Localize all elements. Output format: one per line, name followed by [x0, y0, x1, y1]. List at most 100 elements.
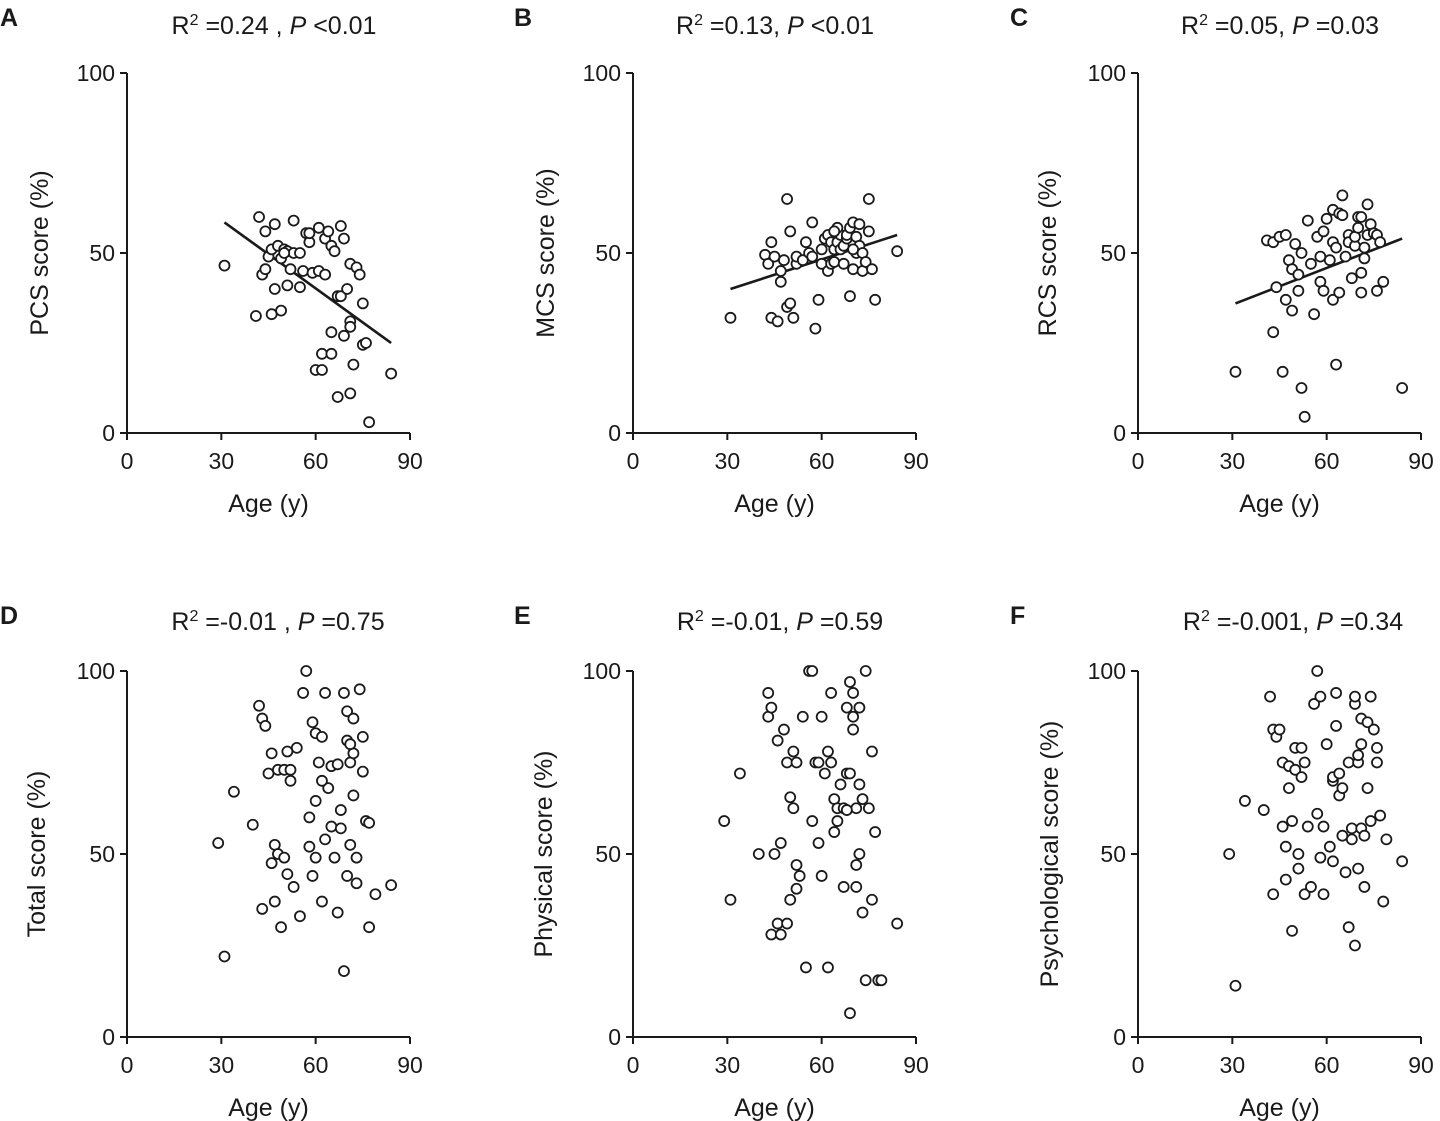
- data-point: [834, 778, 847, 791]
- data-point: [1301, 820, 1314, 833]
- data-point: [844, 290, 856, 303]
- x-tick-label: 90: [1408, 1052, 1434, 1078]
- data-point: [859, 974, 872, 987]
- data-point: [1355, 266, 1368, 279]
- data-point: [793, 870, 806, 882]
- y-tick-label: 100: [77, 658, 115, 684]
- x-tick-label: 30: [209, 448, 235, 474]
- data-point: [1292, 848, 1305, 860]
- data-point: [1276, 365, 1289, 378]
- data-point: [331, 906, 344, 919]
- data-point: [828, 826, 841, 838]
- data-point: [1339, 866, 1352, 879]
- data-point: [1311, 807, 1324, 820]
- data-point: [259, 263, 272, 276]
- data-point: [250, 310, 262, 322]
- data-point: [1333, 767, 1346, 780]
- data-point: [1336, 829, 1349, 842]
- data-point: [363, 921, 376, 934]
- x-tick-label: 90: [397, 448, 423, 474]
- data-point: [1305, 257, 1317, 270]
- data-point: [1374, 809, 1387, 822]
- data-point: [1342, 756, 1355, 769]
- data-point: [262, 767, 275, 780]
- data-point: [328, 245, 341, 258]
- data-point: [774, 928, 787, 941]
- data-point: [891, 245, 904, 258]
- data-point: [1355, 286, 1368, 299]
- y-tick-label: 0: [608, 420, 621, 446]
- panel-a: A R2 =0.24 , P <0.01 0 50 100 0 30 60 90 Age (y) P…: [0, 4, 423, 518]
- data-point: [1323, 840, 1336, 853]
- data-point: [319, 833, 332, 846]
- data-point: [784, 893, 797, 906]
- data-point: [281, 745, 294, 758]
- data-point: [853, 778, 866, 791]
- data-point: [1371, 284, 1383, 297]
- data-point: [306, 870, 319, 882]
- data-point: [1374, 236, 1387, 249]
- data-point: [1298, 410, 1311, 423]
- data-point: [287, 214, 300, 227]
- data-point: [1298, 756, 1311, 769]
- data-point: [1257, 804, 1270, 816]
- x-tick-label: 0: [627, 1052, 640, 1078]
- data-point: [281, 279, 294, 292]
- y-tick-label: 50: [595, 841, 621, 867]
- y-axis-label: Total score (%): [23, 771, 51, 938]
- data-point: [284, 263, 297, 276]
- x-tick-label: 90: [397, 1052, 423, 1078]
- data-point: [316, 730, 328, 743]
- data-point: [762, 687, 775, 699]
- data-point: [1317, 284, 1330, 297]
- data-point: [774, 275, 787, 288]
- data-point: [268, 283, 281, 295]
- x-tick-label: 0: [1132, 1052, 1145, 1078]
- data-point: [275, 304, 287, 317]
- data-point: [1279, 873, 1292, 886]
- data-point: [1333, 286, 1346, 299]
- data-point: [765, 701, 778, 714]
- x-tick-label: 60: [303, 1052, 329, 1078]
- data-point: [850, 881, 863, 893]
- data-point: [356, 297, 369, 310]
- data-point: [844, 676, 856, 688]
- data-point: [781, 193, 793, 205]
- data-point: [771, 315, 784, 328]
- data-point: [1295, 247, 1308, 259]
- data-point: [385, 879, 398, 892]
- data-point: [815, 243, 828, 256]
- data-point: [1355, 738, 1368, 751]
- panel-letter: A: [0, 4, 18, 32]
- data-point: [1345, 822, 1358, 835]
- data-point: [1320, 212, 1333, 225]
- data-point: [818, 767, 831, 780]
- data-point: [866, 745, 878, 758]
- data-point: [1367, 723, 1380, 736]
- data-point: [778, 723, 790, 736]
- data-point: [875, 974, 888, 987]
- data-point: [778, 254, 790, 267]
- x-tick-label: 30: [1220, 448, 1246, 474]
- data-point: [1292, 284, 1305, 297]
- data-point: [344, 387, 357, 400]
- data-point: [1352, 221, 1365, 234]
- y-tick-label: 50: [89, 240, 115, 266]
- y-tick-label: 100: [583, 60, 621, 86]
- data-point: [762, 257, 775, 270]
- data-point: [1345, 833, 1358, 846]
- data-point: [1286, 304, 1298, 317]
- panel-title: R2 =-0.001, P =0.34: [1183, 608, 1403, 636]
- data-point: [325, 347, 338, 360]
- data-point: [228, 785, 240, 798]
- data-point: [1314, 690, 1327, 703]
- y-tick-label: 50: [89, 841, 115, 867]
- data-point: [344, 738, 357, 751]
- data-point: [341, 283, 354, 295]
- data-point: [1311, 665, 1324, 677]
- data-point: [294, 910, 306, 923]
- data-point: [862, 802, 875, 815]
- data-point: [812, 837, 825, 849]
- panel-letter: D: [0, 602, 18, 630]
- data-point: [718, 815, 731, 827]
